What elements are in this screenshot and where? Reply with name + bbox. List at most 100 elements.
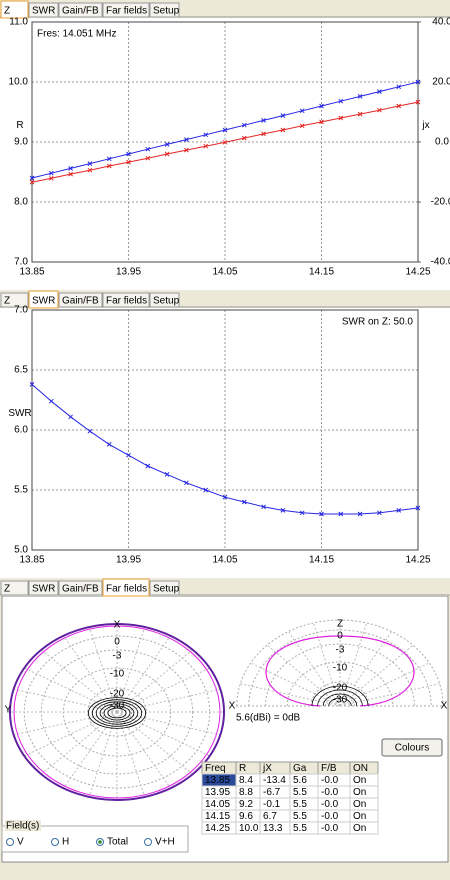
y-tick-label: 8.0 [14,197,28,208]
table-text: 14.15 [205,811,230,822]
point-marker [396,103,402,109]
tab[interactable] [102,578,150,597]
point-marker [87,428,93,434]
tab-label[interactable]: SWR [32,6,55,17]
colours-button-label[interactable]: Colours [395,743,429,754]
ring-label: -10 [333,663,348,674]
radio-label[interactable]: H [62,837,69,848]
pattern-pink [265,635,415,707]
radio[interactable] [6,838,14,846]
table-text: -6.7 [263,787,281,798]
polar-spoke [116,711,221,736]
tab[interactable] [102,292,150,308]
tab-label[interactable]: Z [4,296,10,307]
table-text: 13.85 [205,775,230,786]
point-marker [48,398,54,404]
table-text: 5.5 [293,823,307,834]
radio[interactable] [144,838,152,846]
table-text: 14.05 [205,799,230,810]
table-text: 5.5 [293,811,307,822]
tab-label[interactable]: Far fields [106,6,147,17]
point-marker [87,167,93,173]
table-text: -0.0 [321,823,339,834]
tab[interactable] [58,292,103,308]
radio-label[interactable]: V [17,837,24,848]
polar-ring [310,681,370,707]
table-text: 8.8 [239,787,253,798]
tab[interactable] [0,580,29,596]
ring-label: -3 [113,651,122,662]
tab-label[interactable]: SWR [32,296,55,307]
point-marker [48,170,54,176]
tab-label[interactable]: Z [4,584,10,595]
polar-spoke [116,688,221,713]
y2-tick-label: -40.0 [431,257,450,268]
y2-tick-label: 40.0 [432,17,450,28]
point-marker [415,79,421,85]
tab[interactable] [58,580,103,596]
point-marker [241,135,247,141]
point-marker [164,151,170,157]
point-marker [29,175,35,181]
tab[interactable] [149,580,180,596]
tab-label[interactable]: Far fields [106,584,147,595]
tab-label[interactable]: Gain/FB [62,584,99,595]
tab[interactable] [28,2,59,18]
x-tick-label: 13.85 [19,555,44,566]
table-text: -0.0 [321,811,339,822]
polar-spoke [339,662,430,707]
y-tick-label: 10.0 [9,77,29,88]
polar-ring [265,643,415,707]
tab[interactable] [149,2,180,18]
table-text: On [353,775,366,786]
point-marker [299,108,305,114]
header-text: Ga [293,763,307,774]
pattern-inner [95,701,139,725]
tab[interactable] [28,580,59,596]
point-marker [126,452,131,458]
polar-spoke [24,711,118,757]
table-text: -0.0 [321,799,339,810]
radio-label[interactable]: V+H [155,837,175,848]
axis-letter: X [114,620,121,631]
point-marker [261,504,266,510]
tab[interactable] [0,292,29,308]
table-text: 6.7 [263,811,277,822]
tab-label[interactable]: Setup [153,296,180,307]
polar-spoke [63,711,118,789]
pattern-inner [311,685,369,707]
x-tick-label: 14.25 [405,267,430,278]
tab-label[interactable]: SWR [32,584,55,595]
table-text: 9.6 [239,811,253,822]
tab[interactable] [0,0,29,19]
pattern-inner [99,703,135,723]
tab-label[interactable]: Setup [153,6,180,17]
tab-label[interactable]: Far fields [106,296,147,307]
pattern-inner [322,693,358,707]
annotation: Fres: 14.051 MHz [37,29,116,40]
polar-spoke [88,711,118,798]
point-marker [222,494,228,500]
ring-label: -30 [110,701,125,712]
tab-label[interactable]: Setup [153,584,180,595]
polar-spoke [88,626,118,713]
radio[interactable] [51,838,59,846]
ring-label: -20 [333,683,348,694]
tab[interactable] [102,2,150,18]
tab-label[interactable]: Z [4,6,10,17]
tab[interactable] [149,292,180,308]
point-marker [29,382,35,387]
polar-spoke [339,631,392,707]
x-tick-label: 13.95 [116,555,141,566]
tab[interactable] [58,2,103,18]
tab-label[interactable]: Gain/FB [62,296,99,307]
point-marker [261,131,266,137]
tab-label[interactable]: Gain/FB [62,6,99,17]
tab[interactable] [28,290,59,309]
radio-label[interactable]: Total [107,837,128,848]
table-text: 5.6 [293,775,307,786]
polar-ring [248,629,432,707]
table-text: On [353,811,366,822]
point-marker [164,472,170,477]
colours-button[interactable] [381,738,443,757]
